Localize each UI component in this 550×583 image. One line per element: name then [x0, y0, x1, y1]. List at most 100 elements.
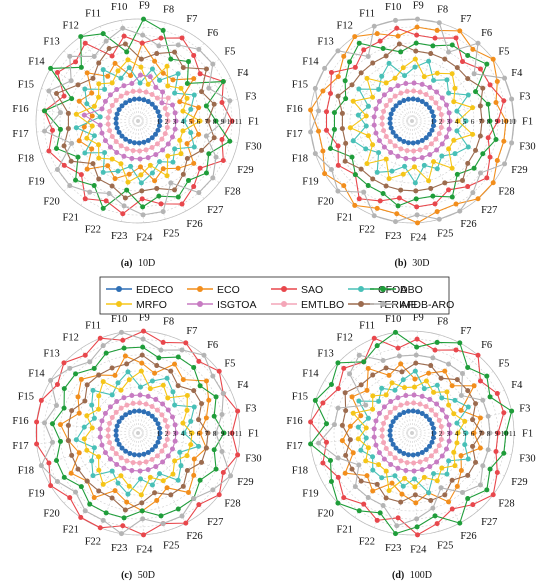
data-point — [363, 113, 369, 119]
data-point — [471, 165, 477, 171]
data-point — [411, 460, 417, 466]
data-point — [143, 147, 149, 153]
data-point — [388, 461, 394, 467]
data-point — [210, 175, 216, 181]
legend-label: MRFO — [136, 299, 167, 311]
data-point — [137, 72, 143, 78]
data-point — [205, 430, 211, 436]
data-point — [91, 365, 97, 371]
data-point — [197, 165, 203, 171]
data-point — [400, 171, 406, 177]
grid-spoke — [80, 36, 139, 122]
series-edeco — [387, 408, 437, 458]
data-point — [423, 135, 429, 141]
data-point — [381, 92, 387, 98]
data-point — [389, 380, 395, 386]
data-point — [429, 421, 435, 427]
category-label: F1 — [522, 429, 533, 440]
data-point — [141, 139, 147, 145]
data-point — [116, 129, 122, 135]
data-point — [169, 134, 175, 140]
data-point — [153, 152, 159, 158]
data-point — [470, 46, 476, 52]
data-point — [335, 74, 341, 80]
grid-spoke — [337, 432, 413, 504]
radial-tick-label: 5 — [189, 429, 193, 438]
data-point — [113, 409, 119, 415]
series-dbo — [308, 329, 515, 537]
data-point — [328, 145, 333, 151]
data-point — [105, 121, 111, 127]
data-point — [81, 424, 87, 430]
data-point — [199, 401, 205, 407]
data-point — [131, 96, 137, 102]
legend-item-terime: TERIME — [348, 299, 418, 311]
data-point — [446, 90, 452, 96]
data-point — [439, 118, 445, 124]
radial-tick-label: 6 — [471, 429, 475, 438]
data-point — [172, 146, 178, 152]
data-point — [343, 140, 349, 146]
data-point — [103, 350, 109, 356]
series-line — [40, 331, 232, 535]
data-point — [102, 86, 108, 92]
radial-tick-label: 4 — [455, 429, 459, 438]
data-point — [465, 456, 471, 462]
category-label: F19 — [28, 488, 44, 499]
data-point — [328, 166, 334, 172]
radial-tick-label: 4 — [181, 117, 185, 126]
data-point — [400, 65, 406, 71]
category-label: F16 — [286, 104, 302, 115]
data-point — [403, 468, 409, 473]
data-point — [61, 162, 67, 168]
data-point — [392, 473, 398, 479]
data-point — [347, 59, 353, 65]
data-point — [452, 151, 458, 157]
data-point — [427, 464, 433, 470]
data-point — [373, 418, 379, 424]
data-point — [479, 118, 485, 124]
data-point — [91, 103, 97, 109]
data-point — [73, 125, 79, 131]
data-point — [179, 513, 185, 519]
data-point — [97, 122, 103, 128]
data-point — [206, 85, 212, 91]
data-point — [376, 450, 382, 456]
data-point — [124, 499, 130, 505]
data-point — [97, 335, 103, 341]
legend-swatch-marker — [116, 286, 122, 292]
category-label: F22 — [85, 224, 101, 235]
data-point — [175, 194, 181, 200]
category-label: F14 — [28, 369, 45, 380]
data-point — [61, 93, 67, 99]
data-point — [396, 195, 402, 201]
data-point — [501, 98, 507, 104]
category-label: F26 — [460, 531, 476, 542]
series-line — [55, 43, 215, 199]
data-point — [454, 128, 460, 134]
data-point — [388, 125, 394, 131]
data-point — [477, 482, 483, 488]
data-point — [97, 525, 103, 531]
series-edeco — [113, 96, 163, 146]
data-point — [458, 407, 464, 413]
data-point — [172, 126, 178, 132]
data-point — [169, 414, 175, 420]
data-point — [470, 105, 476, 111]
series-isgtoa — [371, 392, 453, 474]
data-point — [184, 453, 190, 459]
category-label: F9 — [413, 313, 424, 324]
data-point — [122, 507, 128, 513]
data-point — [388, 399, 394, 405]
data-point — [487, 82, 493, 88]
data-point — [69, 96, 75, 102]
data-point — [414, 24, 420, 30]
data-point — [426, 370, 432, 376]
data-point — [159, 448, 165, 454]
legend-item-afdb-aro: AFDB-ARO — [370, 299, 454, 311]
data-point — [411, 164, 417, 170]
data-point — [383, 495, 389, 501]
data-point — [449, 71, 455, 77]
data-point — [386, 176, 392, 182]
data-point — [186, 489, 191, 495]
